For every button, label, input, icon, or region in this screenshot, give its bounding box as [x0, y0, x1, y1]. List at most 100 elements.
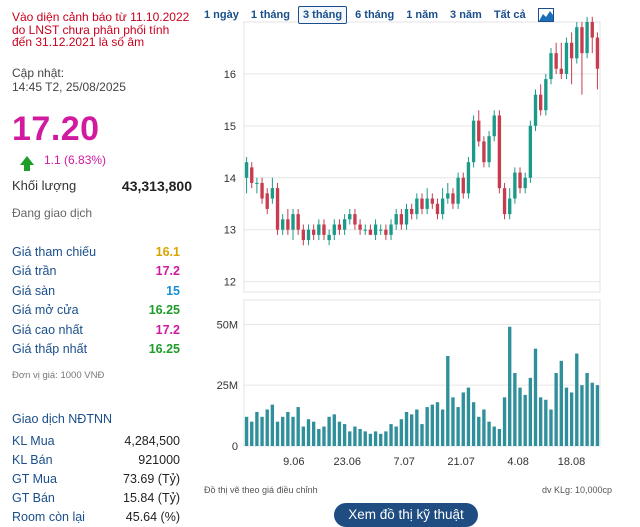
- stat-row: Giá mở cửa 16.25: [12, 301, 180, 321]
- candle-body: [311, 229, 316, 235]
- stat-row: Giá cao nhất 17.2: [12, 320, 180, 340]
- area-chart-icon[interactable]: [537, 8, 554, 22]
- volume-value: 43,313,800: [121, 178, 192, 194]
- volume-bar: [281, 416, 285, 446]
- candle-body: [384, 229, 388, 235]
- volume-bar: [518, 387, 522, 446]
- candle-body: [296, 214, 300, 230]
- candle-body: [559, 68, 563, 74]
- volume-unit-note: dv KLg: 10,000cp: [541, 485, 612, 495]
- candle-body: [265, 193, 269, 209]
- technical-chart-button[interactable]: Xem đồ thị kỹ thuật: [334, 503, 478, 527]
- volume-bar: [580, 385, 584, 446]
- candle-body: [250, 167, 254, 183]
- volume-bar: [595, 385, 600, 446]
- foreign-trading-table: KL Mua 4,284,500 KL Bán 921000 GT Mua 73.69…: [12, 431, 180, 526]
- range-1-month[interactable]: 1 tháng: [250, 9, 290, 21]
- candle-body: [270, 188, 275, 199]
- volume-bar: [523, 394, 527, 446]
- candle-body: [306, 229, 311, 241]
- candle-body: [399, 214, 404, 225]
- price-change-value: 1.1 (6.83%): [44, 153, 107, 167]
- foreign-row: KL Mua 4,284,500: [12, 431, 180, 450]
- candle-body: [348, 214, 352, 220]
- volume-bar: [301, 426, 306, 446]
- update-time: 14:45 T2, 25/08/2025: [12, 79, 126, 94]
- range-6-months[interactable]: 6 tháng: [355, 9, 395, 21]
- volume-bar: [508, 326, 512, 446]
- range-3-years[interactable]: 3 năm: [450, 9, 482, 21]
- stat-row: Giá tham chiếu 16.1: [12, 242, 180, 262]
- stat-label: Giá tham chiếu: [12, 244, 97, 259]
- volume-bar: [559, 360, 563, 446]
- volume-label: Khối lượng: [12, 178, 77, 193]
- candle-body: [379, 229, 383, 231]
- warning-text: Vào diện cảnh báo từ 11.10.2022 do LNST …: [12, 10, 190, 49]
- volume-bar: [291, 416, 295, 446]
- candle-body: [482, 141, 486, 163]
- stat-label: Giá mở cửa: [12, 303, 79, 318]
- candle-body: [508, 198, 512, 215]
- x-tick-label: 4.08: [507, 456, 528, 468]
- volume-bar: [487, 421, 491, 446]
- volume-bar: [286, 411, 290, 446]
- candle-body: [286, 219, 290, 230]
- candle-body: [404, 208, 409, 225]
- stat-value: 16.1: [155, 244, 180, 259]
- volume-bar: [270, 404, 275, 446]
- candle-body: [368, 229, 373, 235]
- candle-body: [544, 79, 548, 111]
- candle-body: [580, 27, 584, 54]
- x-tick-label: 18.08: [558, 456, 586, 468]
- volume-bar: [265, 409, 269, 446]
- candle-body: [410, 208, 414, 215]
- update-label: Cập nhật:: [12, 66, 65, 80]
- foreign-row: Room còn lại 45.64 (%): [12, 507, 180, 526]
- volume-bar: [250, 421, 254, 446]
- candle-body: [394, 214, 398, 225]
- foreign-value: 45.64 (%): [125, 509, 180, 524]
- price-tick-label: 16: [224, 69, 236, 81]
- volume-bar: [590, 382, 594, 446]
- volume-bar: [379, 433, 383, 446]
- candle-body: [461, 177, 465, 194]
- foreign-row: GT Mua 73.69 (Tỷ): [12, 469, 180, 488]
- candle-body: [389, 224, 393, 235]
- chart-panel: 12 13 14 15 16 0 25M 50M 9.06 23.06 7.07 21.07 4.08 1…: [196, 0, 640, 527]
- volume-bar: [404, 411, 409, 446]
- stock-info-panel: Vào diện cảnh báo từ 11.10.2022 do LNST …: [0, 0, 196, 527]
- volume-bar: [544, 399, 548, 446]
- volume-bar: [440, 409, 445, 446]
- volume-bar: [538, 397, 543, 446]
- volume-bar: [575, 353, 579, 446]
- candle-body: [342, 219, 347, 230]
- candle-body: [317, 224, 321, 235]
- volume-bar: [332, 414, 336, 446]
- foreign-label: Room còn lại: [12, 509, 85, 524]
- candle-body: [569, 42, 574, 59]
- candle-body: [322, 224, 326, 235]
- candle-body: [446, 193, 450, 199]
- range-3-months[interactable]: 3 tháng: [297, 6, 348, 24]
- candle-body: [538, 94, 543, 111]
- volume-bar: [415, 409, 419, 446]
- stat-value: 17.2: [155, 322, 180, 337]
- range-1-year[interactable]: 1 năm: [406, 9, 439, 21]
- volume-bar: [528, 377, 533, 446]
- volume-bar: [425, 407, 429, 446]
- volume-bar: [384, 431, 388, 446]
- candle-body: [420, 198, 424, 209]
- price-stats: Giá tham chiếu 16.1 Giá trần 17.2 Giá sàn 1…: [12, 242, 180, 359]
- candle-body: [585, 22, 589, 54]
- stat-value: 16.25: [148, 303, 180, 318]
- volume-bar: [342, 424, 347, 446]
- volume-bar: [296, 407, 300, 446]
- candle-body: [425, 198, 429, 209]
- range-all[interactable]: Tất cả: [493, 9, 526, 21]
- candle-body: [523, 177, 527, 189]
- range-1-day[interactable]: 1 ngày: [204, 9, 239, 21]
- volume-bar: [549, 409, 553, 446]
- volume-bar: [322, 426, 326, 446]
- volume-bar: [430, 404, 434, 446]
- candle-body: [373, 224, 378, 235]
